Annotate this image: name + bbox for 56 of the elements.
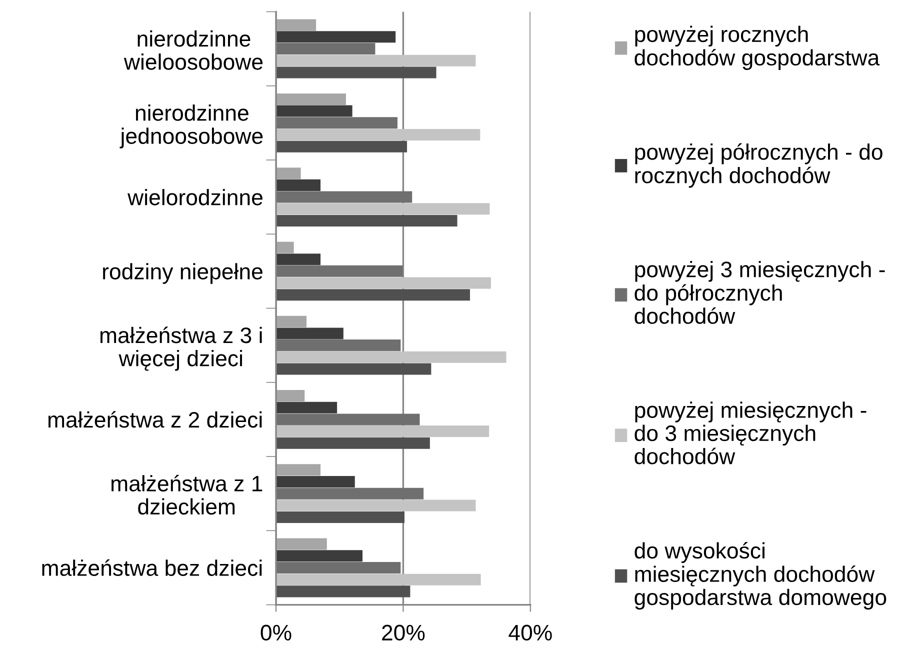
- bar: [276, 340, 401, 352]
- y-tick-label: małżeństwa z 1 dzieckiem: [112, 474, 262, 515]
- bar: [276, 289, 470, 301]
- bar: [276, 129, 480, 141]
- bar: [276, 66, 436, 78]
- bar: [276, 105, 352, 117]
- y-tick-label: małżeństwa z 2 dzieci: [48, 411, 262, 428]
- bar: [276, 414, 420, 426]
- bar: [276, 215, 458, 227]
- x-tick-label: 40%: [508, 624, 552, 641]
- bar: [276, 93, 346, 105]
- bar: [276, 363, 432, 375]
- bar: [276, 265, 403, 277]
- bar: [276, 464, 321, 476]
- y-tick-label: małżeństwa bez dzieci: [42, 559, 262, 576]
- bar: [276, 351, 506, 363]
- bar: [276, 574, 481, 586]
- bar: [276, 500, 476, 512]
- legend-label: powyżej 3 miesięcznych - do półrocznych dochodów: [634, 261, 885, 324]
- bar: [276, 43, 376, 55]
- bar: [276, 31, 396, 43]
- legend-label: powyżej miesięcznych - do 3 miesięcznych dochodów: [634, 402, 866, 464]
- bar: [276, 316, 307, 328]
- y-tick-label: rodziny niepełne: [103, 263, 262, 284]
- bar: [276, 328, 344, 340]
- y-tick-label: nierodzinne wieloosobowe: [124, 30, 263, 70]
- bar: [276, 538, 327, 550]
- bar: [276, 437, 430, 449]
- x-tick-label: 0%: [260, 624, 292, 641]
- legend-label: powyżej półrocznych - do rocznych dochodów: [635, 143, 882, 188]
- y-tick-label: wielorodzinne: [128, 188, 262, 206]
- bar: [276, 402, 338, 414]
- bar: [276, 140, 408, 152]
- legend-label: do wysokości miesięcznych dochodów gospodarstwa domowego: [634, 542, 886, 610]
- bar: [276, 550, 362, 562]
- bar: [276, 426, 490, 438]
- bar: [276, 254, 321, 266]
- bar: [276, 117, 398, 129]
- bar: [276, 242, 294, 254]
- bar: [276, 476, 355, 488]
- y-tick-label: nierodzinne jednoosobowe: [120, 104, 263, 148]
- legend-label: powyżej rocznych dochodów gospodarstwa: [634, 26, 880, 70]
- bar: [276, 512, 404, 524]
- bar: [276, 179, 321, 191]
- y-tick-label: małżeństwa z 3 i więcej dzieci: [100, 326, 262, 371]
- bar: [276, 19, 316, 31]
- bar: [276, 390, 305, 402]
- bar: [276, 168, 301, 180]
- bar: [276, 562, 401, 574]
- bar: [276, 488, 424, 500]
- x-tick-label: 20%: [382, 624, 425, 641]
- bar: [276, 54, 476, 66]
- bar: [276, 191, 412, 203]
- bar: [276, 277, 491, 289]
- bar: [276, 203, 490, 215]
- bar: [276, 586, 410, 598]
